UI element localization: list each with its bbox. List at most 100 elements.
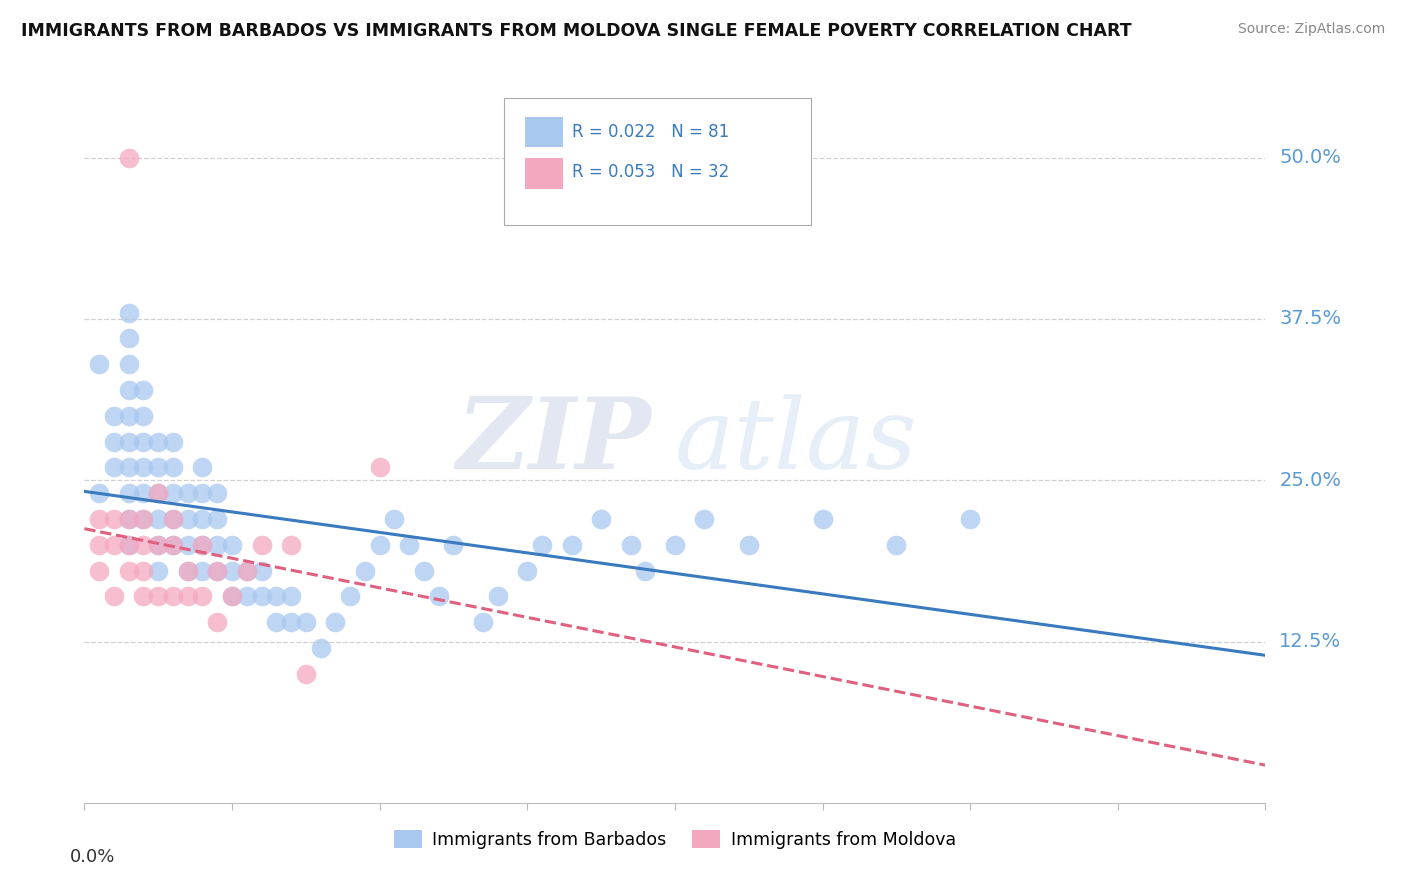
Point bbox=[103, 512, 125, 526]
Point bbox=[177, 564, 200, 578]
Point bbox=[207, 538, 229, 552]
Point bbox=[118, 512, 141, 526]
Point bbox=[207, 512, 229, 526]
Point bbox=[148, 538, 170, 552]
Point bbox=[191, 486, 214, 500]
Point bbox=[191, 512, 214, 526]
Point bbox=[148, 486, 170, 500]
Point bbox=[221, 590, 243, 604]
Text: ZIP: ZIP bbox=[457, 393, 651, 490]
Point bbox=[221, 564, 243, 578]
Point bbox=[132, 590, 155, 604]
Point bbox=[132, 512, 155, 526]
Point bbox=[191, 538, 214, 552]
Point bbox=[250, 590, 273, 604]
Point bbox=[103, 434, 125, 449]
Point bbox=[132, 383, 155, 397]
Point bbox=[516, 564, 538, 578]
Point bbox=[264, 590, 288, 604]
Point bbox=[148, 486, 170, 500]
Point bbox=[87, 512, 111, 526]
Point bbox=[398, 538, 420, 552]
Point bbox=[132, 434, 155, 449]
Point bbox=[177, 486, 200, 500]
Point bbox=[634, 564, 657, 578]
Point bbox=[87, 538, 111, 552]
Point bbox=[472, 615, 495, 630]
Point bbox=[309, 640, 332, 655]
Point bbox=[250, 564, 273, 578]
Point bbox=[280, 538, 302, 552]
Text: IMMIGRANTS FROM BARBADOS VS IMMIGRANTS FROM MOLDOVA SINGLE FEMALE POVERTY CORREL: IMMIGRANTS FROM BARBADOS VS IMMIGRANTS F… bbox=[21, 22, 1132, 40]
Point bbox=[162, 512, 184, 526]
Point bbox=[531, 538, 554, 552]
Point bbox=[384, 512, 406, 526]
Text: atlas: atlas bbox=[675, 394, 918, 489]
Point bbox=[354, 564, 377, 578]
Point bbox=[191, 460, 214, 475]
Point bbox=[295, 615, 318, 630]
Point bbox=[103, 590, 125, 604]
Text: R = 0.022   N = 81: R = 0.022 N = 81 bbox=[572, 122, 730, 141]
Point bbox=[811, 512, 834, 526]
Point bbox=[148, 434, 170, 449]
Text: R = 0.053   N = 32: R = 0.053 N = 32 bbox=[572, 163, 730, 181]
Point bbox=[191, 538, 214, 552]
Point bbox=[103, 409, 125, 423]
Point bbox=[118, 409, 141, 423]
Point bbox=[561, 538, 583, 552]
Point bbox=[118, 383, 141, 397]
Point bbox=[280, 590, 302, 604]
Point bbox=[413, 564, 436, 578]
Point bbox=[339, 590, 361, 604]
Point bbox=[118, 512, 141, 526]
Point bbox=[221, 590, 243, 604]
Point bbox=[738, 538, 761, 552]
Point bbox=[148, 538, 170, 552]
Point bbox=[959, 512, 981, 526]
Point bbox=[87, 357, 111, 371]
Point bbox=[162, 538, 184, 552]
Point bbox=[148, 512, 170, 526]
Point bbox=[162, 460, 184, 475]
Point bbox=[118, 331, 141, 345]
Point bbox=[162, 512, 184, 526]
Point bbox=[132, 538, 155, 552]
Point bbox=[87, 564, 111, 578]
FancyBboxPatch shape bbox=[524, 117, 562, 147]
Point bbox=[132, 460, 155, 475]
Point bbox=[207, 486, 229, 500]
Point bbox=[177, 538, 200, 552]
Point bbox=[325, 615, 347, 630]
Point bbox=[118, 305, 141, 319]
Point bbox=[162, 434, 184, 449]
Point bbox=[118, 460, 141, 475]
Point bbox=[103, 538, 125, 552]
Point bbox=[235, 564, 259, 578]
Point bbox=[264, 615, 288, 630]
Point bbox=[118, 434, 141, 449]
Point bbox=[280, 615, 302, 630]
Point bbox=[118, 538, 141, 552]
Point bbox=[191, 590, 214, 604]
Point bbox=[162, 538, 184, 552]
Point bbox=[619, 538, 641, 552]
Point bbox=[132, 486, 155, 500]
Point bbox=[368, 538, 391, 552]
Point bbox=[118, 357, 141, 371]
Legend: Immigrants from Barbados, Immigrants from Moldova: Immigrants from Barbados, Immigrants fro… bbox=[387, 823, 963, 855]
Point bbox=[664, 538, 686, 552]
Point bbox=[886, 538, 908, 552]
Point bbox=[162, 590, 184, 604]
FancyBboxPatch shape bbox=[524, 158, 562, 189]
Point bbox=[235, 564, 259, 578]
Point bbox=[591, 512, 613, 526]
Text: 25.0%: 25.0% bbox=[1279, 471, 1341, 490]
Point bbox=[191, 564, 214, 578]
Point bbox=[207, 615, 229, 630]
FancyBboxPatch shape bbox=[503, 98, 811, 225]
Point bbox=[148, 564, 170, 578]
Point bbox=[118, 564, 141, 578]
Text: Source: ZipAtlas.com: Source: ZipAtlas.com bbox=[1237, 22, 1385, 37]
Point bbox=[207, 564, 229, 578]
